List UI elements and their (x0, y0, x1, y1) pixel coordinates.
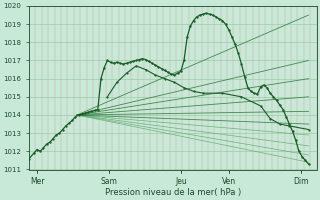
X-axis label: Pression niveau de la mer( hPa ): Pression niveau de la mer( hPa ) (105, 188, 241, 197)
